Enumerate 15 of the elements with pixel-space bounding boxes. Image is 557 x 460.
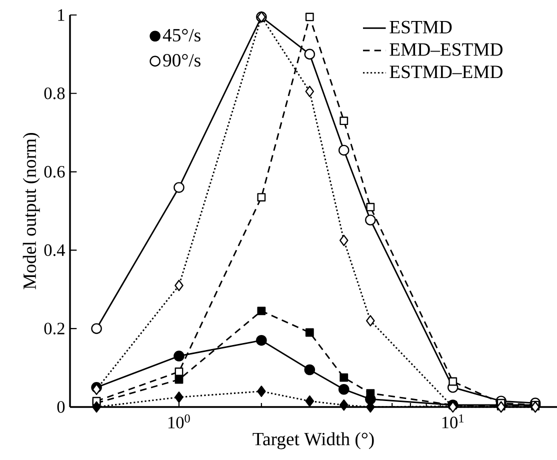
annotation: ESTMD	[390, 20, 452, 34]
x-tick-label: 10$^{1}$	[442, 414, 464, 428]
legend-label: 90°/s	[163, 54, 200, 67]
x-axis-title: Target Width (°)	[252, 432, 374, 450]
y-tick-label: 0.2	[44, 322, 64, 334]
y-tick-label: 0	[57, 401, 65, 413]
y-tick-label: 0.4	[44, 244, 66, 256]
y-tick-label: 0.6	[44, 166, 65, 178]
x-tick-label: 10$^{0}$	[168, 414, 190, 428]
y-tick-label: 0.8	[44, 88, 65, 100]
annotation: EMD–ESTMD	[390, 43, 502, 56]
y-axis-title: Model output (norm)	[22, 133, 40, 290]
annotation: ESTMD–EMD	[390, 66, 502, 78]
legend-label: 45°/s	[162, 28, 200, 42]
y-tick-label: 1	[58, 9, 64, 21]
